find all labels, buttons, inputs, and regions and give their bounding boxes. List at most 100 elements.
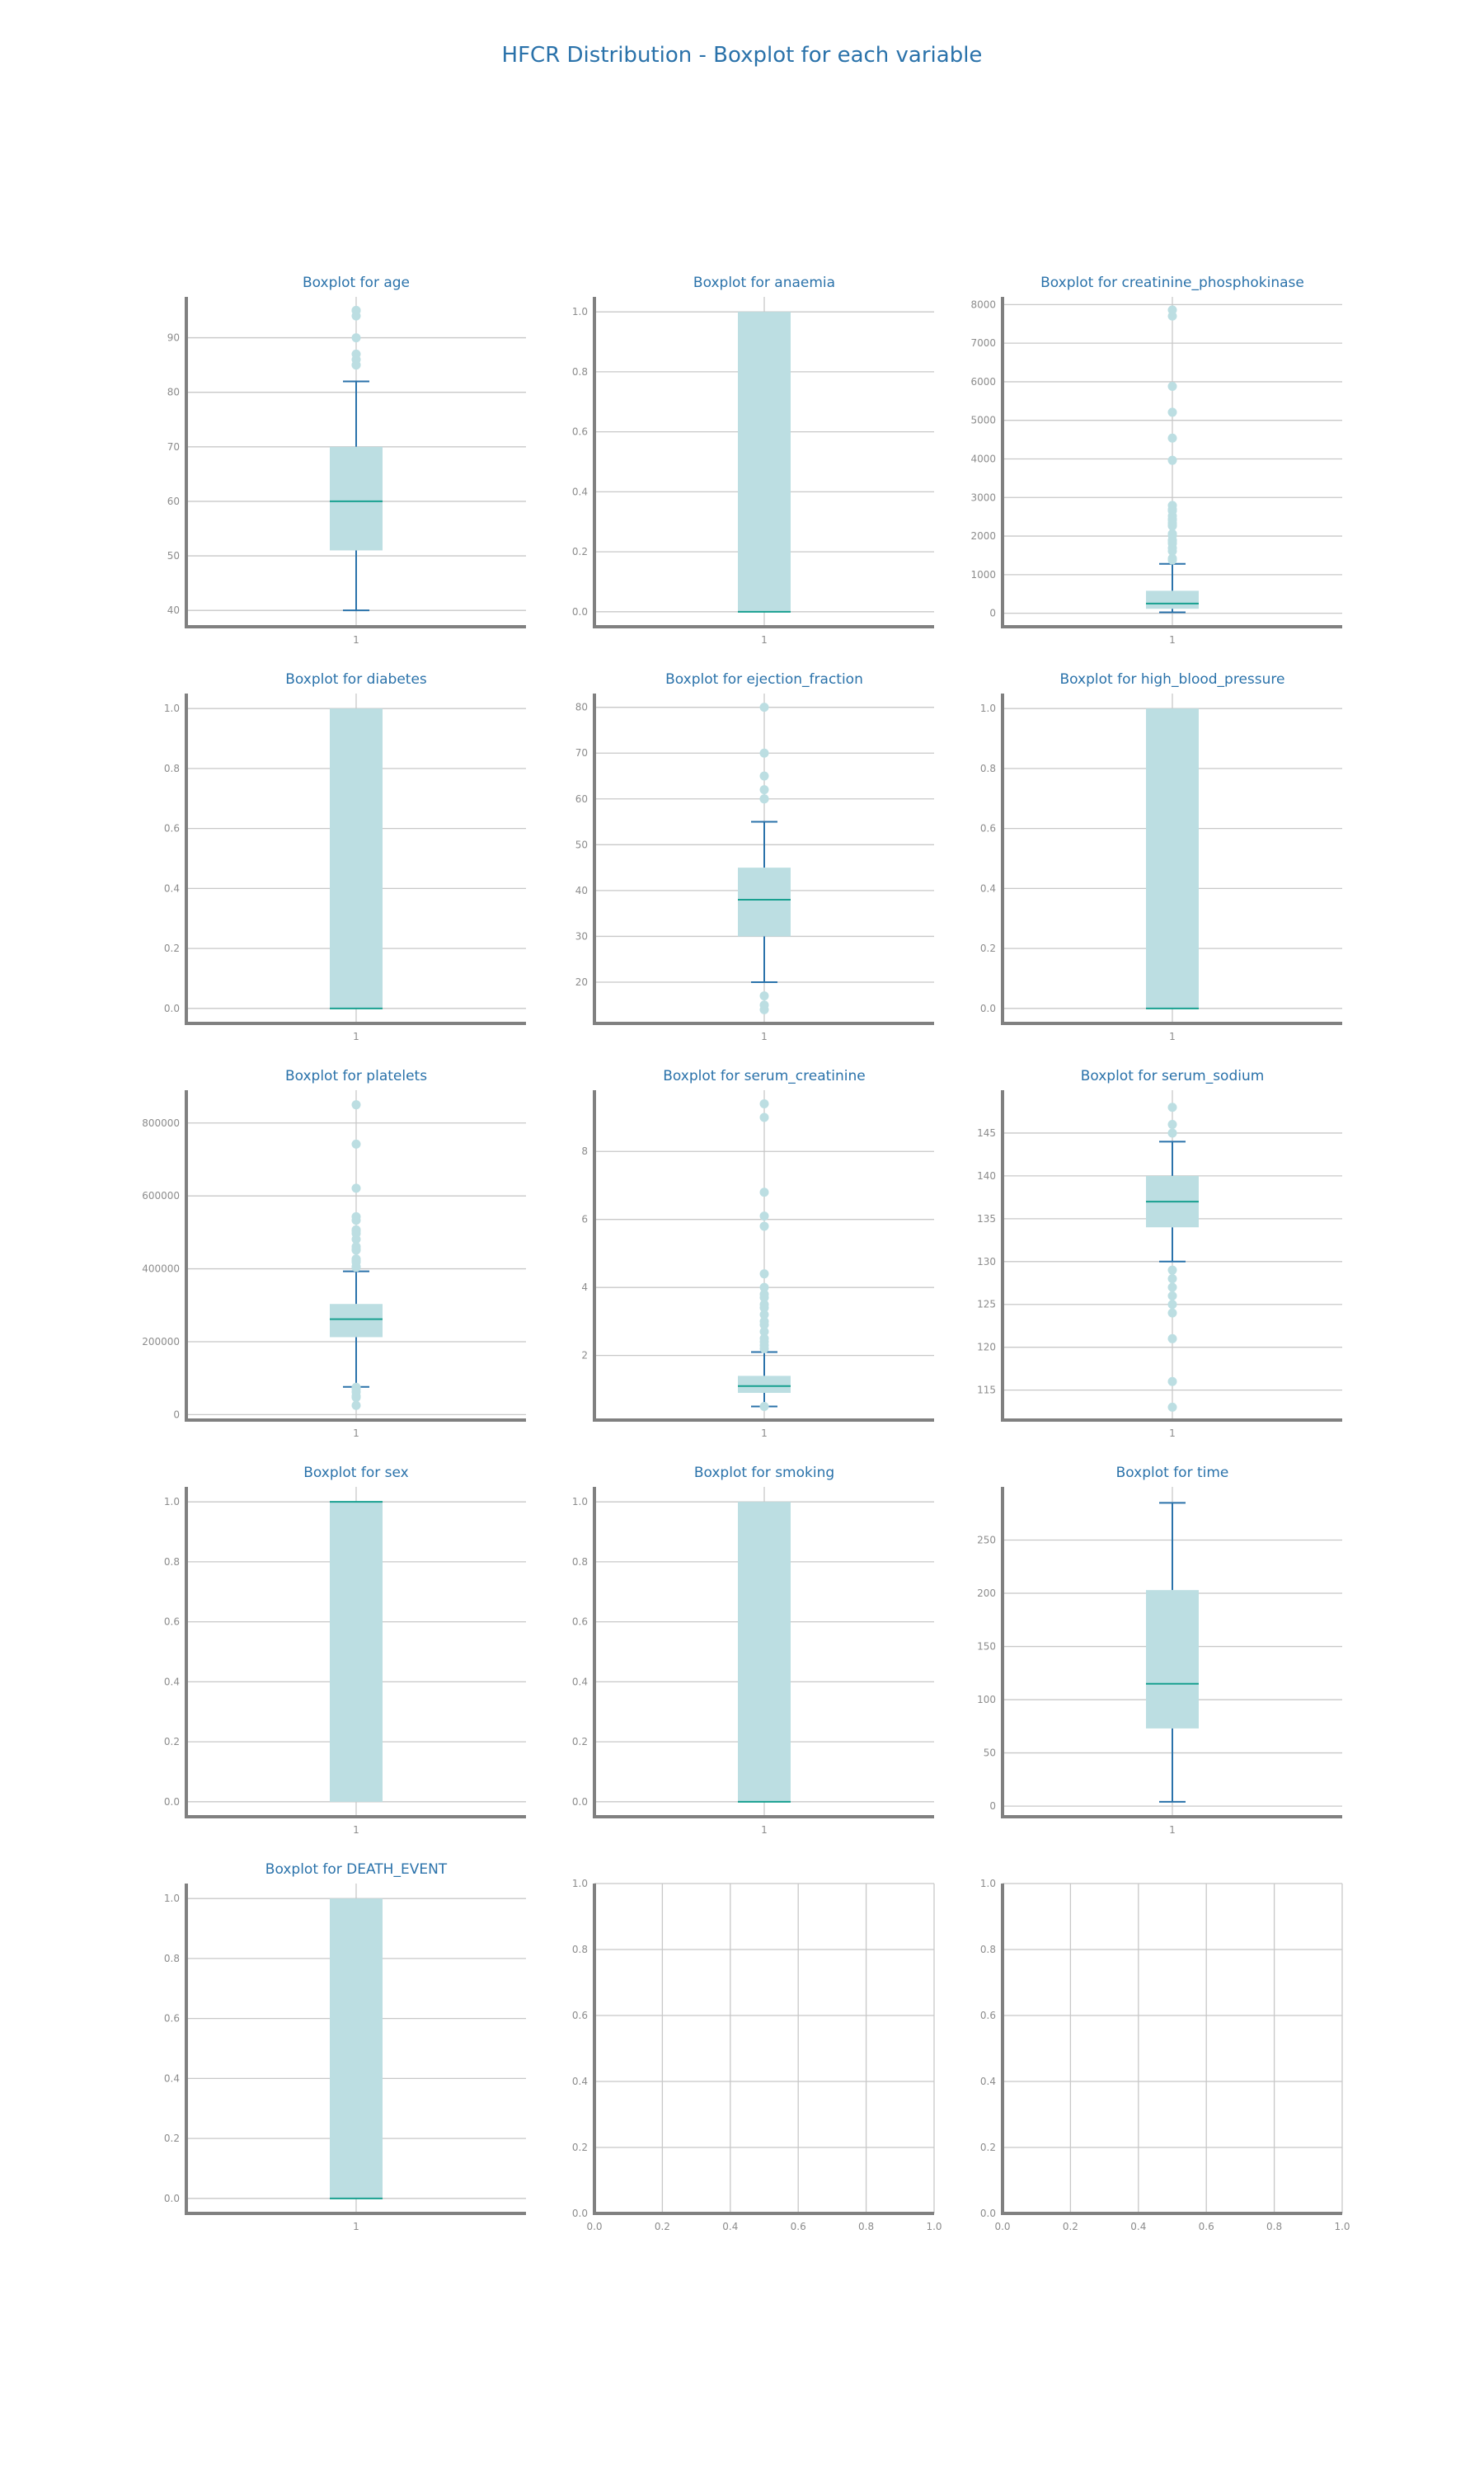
y-tick-label: 60 xyxy=(575,793,588,805)
x-tick-label: 0.8 xyxy=(858,2221,874,2232)
y-tick-label: 0.6 xyxy=(980,2010,996,2021)
y-tick-label: 250 xyxy=(977,1535,996,1546)
y-tick-label: 0.6 xyxy=(572,426,588,438)
panel-title: Boxplot for serum_sodium xyxy=(1081,1068,1265,1084)
outlier-point xyxy=(759,794,769,804)
y-tick-label: 8 xyxy=(581,1145,588,1157)
x-tick-label: 1 xyxy=(353,634,359,646)
y-tick-label: 90 xyxy=(167,332,180,344)
outlier-point xyxy=(351,1242,361,1252)
y-tick-label: 145 xyxy=(977,1127,996,1139)
y-tick-label: 20 xyxy=(575,976,588,988)
y-tick-label: 4000 xyxy=(970,453,996,464)
x-tick-label: 1 xyxy=(353,1031,359,1042)
outlier-point xyxy=(351,1211,361,1221)
y-tick-label: 120 xyxy=(977,1342,996,1353)
y-tick-label: 800000 xyxy=(142,1117,180,1129)
x-tick-label: 1 xyxy=(353,2221,359,2232)
y-tick-label: 0.8 xyxy=(164,1556,180,1568)
x-tick-label: 0.8 xyxy=(1266,2221,1282,2232)
y-tick-label: 0.6 xyxy=(164,1616,180,1628)
y-tick-label: 60 xyxy=(167,496,180,507)
panel-title: Boxplot for serum_creatinine xyxy=(663,1068,865,1084)
y-tick-label: 2 xyxy=(581,1350,588,1362)
outlier-point xyxy=(759,1221,769,1231)
outlier-point xyxy=(759,1269,769,1279)
x-tick-label: 1 xyxy=(353,1427,359,1439)
y-tick-label: 1.0 xyxy=(980,1878,996,1889)
y-tick-label: 0 xyxy=(173,1409,180,1420)
boxplot-panel: Boxplot for smoking 0.0 0.2 0.4 0.6 0.8 1.0 1 xyxy=(572,1465,934,1836)
outlier-point xyxy=(351,306,361,316)
outlier-point xyxy=(759,1098,769,1108)
outlier-point xyxy=(759,1402,769,1412)
outlier-point xyxy=(351,349,361,359)
x-tick-label: 1.0 xyxy=(926,2221,942,2232)
y-tick-label: 5000 xyxy=(970,415,996,426)
y-tick-label: 50 xyxy=(984,1747,996,1759)
panel-title: Boxplot for smoking xyxy=(694,1465,834,1481)
y-tick-label: 0.2 xyxy=(980,943,996,954)
outlier-point xyxy=(759,1300,769,1310)
panel-title: Boxplot for anaemia xyxy=(693,275,835,291)
y-tick-label: 0.6 xyxy=(572,1616,588,1628)
iqr-box xyxy=(330,1898,383,2199)
y-tick-label: 0.8 xyxy=(164,763,180,774)
y-tick-label: 40 xyxy=(167,604,180,616)
y-tick-label: 0.4 xyxy=(572,486,588,497)
outlier-point xyxy=(759,1316,769,1326)
outlier-point xyxy=(351,1139,361,1149)
y-tick-label: 0.8 xyxy=(164,1953,180,1964)
outlier-point xyxy=(1167,1282,1177,1292)
x-tick-label: 0.0 xyxy=(994,2221,1010,2232)
boxplot-panel: Boxplot for platelets 0 200000 400000 600000… xyxy=(142,1068,526,1439)
x-tick-label: 0.6 xyxy=(1199,2221,1214,2232)
y-tick-label: 0.2 xyxy=(572,546,588,557)
y-tick-label: 0.2 xyxy=(572,1736,588,1747)
x-tick-label: 1 xyxy=(1169,1031,1176,1042)
outlier-point xyxy=(1167,1291,1177,1300)
outlier-point xyxy=(1167,381,1177,391)
outlier-point xyxy=(1167,407,1177,417)
y-tick-label: 6 xyxy=(581,1214,588,1225)
y-tick-label: 125 xyxy=(977,1299,996,1310)
panel-title: Boxplot for diabetes xyxy=(285,671,427,688)
x-tick-label: 0.2 xyxy=(655,2221,670,2232)
figure-title: HFCR Distribution - Boxplot for each var… xyxy=(501,43,983,68)
y-tick-label: 0.0 xyxy=(164,1003,180,1014)
y-tick-label: 0.0 xyxy=(572,2208,588,2219)
y-tick-label: 115 xyxy=(977,1385,996,1396)
outlier-point xyxy=(1167,501,1177,510)
y-tick-label: 0.6 xyxy=(164,823,180,835)
outlier-point xyxy=(759,1282,769,1292)
iqr-box xyxy=(330,1304,383,1338)
y-tick-label: 0.0 xyxy=(572,1796,588,1808)
x-tick-label: 1 xyxy=(761,634,768,646)
outlier-point xyxy=(1167,1308,1177,1318)
iqr-box xyxy=(738,1502,791,1802)
y-tick-label: 600000 xyxy=(142,1190,180,1202)
y-tick-label: 0.4 xyxy=(572,2076,588,2087)
boxplot-panel: Boxplot for DEATH_EVENT 0.0 0.2 0.4 0.6 0.8 1.… xyxy=(164,1861,526,2232)
iqr-box xyxy=(738,1376,791,1394)
y-tick-label: 150 xyxy=(977,1641,996,1653)
outlier-point xyxy=(759,1333,769,1343)
x-tick-label: 0.4 xyxy=(1130,2221,1146,2232)
x-tick-label: 1 xyxy=(761,1824,768,1836)
outlier-point xyxy=(759,703,769,713)
panel-title: Boxplot for high_blood_pressure xyxy=(1060,671,1285,688)
boxplot-panel: Boxplot for ejection_fraction 20 30 40 50 60 7… xyxy=(575,671,934,1042)
y-tick-label: 0.0 xyxy=(164,2193,180,2204)
panel-title: Boxplot for time xyxy=(1116,1465,1229,1481)
boxplot-panel: Boxplot for age 40 50 60 70 80 90 1 xyxy=(167,275,526,646)
iqr-box xyxy=(1146,708,1199,1009)
y-tick-label: 50 xyxy=(167,550,180,562)
outlier-point xyxy=(759,1000,769,1010)
outlier-point xyxy=(759,1211,769,1221)
outlier-point xyxy=(1167,553,1177,563)
x-tick-label: 0.4 xyxy=(722,2221,738,2232)
y-tick-label: 0.4 xyxy=(164,1676,180,1687)
y-tick-label: 0.4 xyxy=(980,882,996,894)
y-tick-label: 40 xyxy=(575,885,588,896)
